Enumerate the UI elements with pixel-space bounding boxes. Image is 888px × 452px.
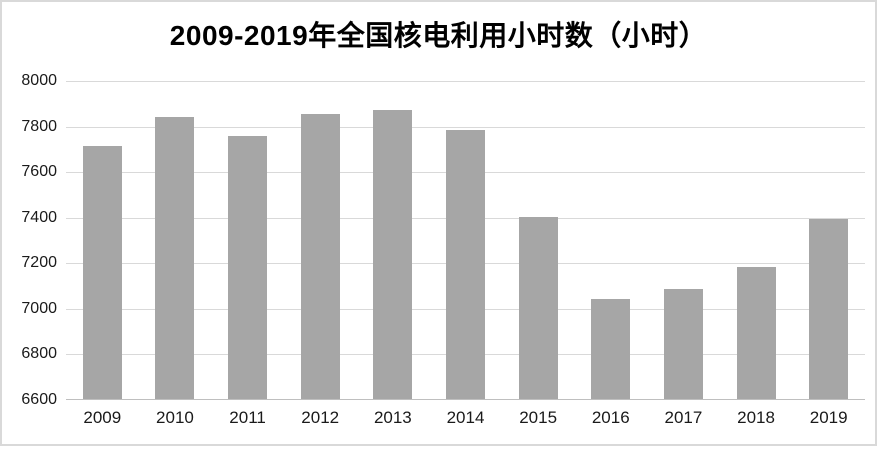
bar-2017 <box>663 288 703 399</box>
gridline <box>66 81 865 82</box>
bar-2019 <box>809 219 849 399</box>
y-axis-tick-label: 7800 <box>21 117 57 135</box>
bar-2009 <box>82 145 122 399</box>
y-axis-tick-label: 7600 <box>21 163 57 181</box>
bar-2018 <box>736 266 776 399</box>
bar-2011 <box>228 135 268 399</box>
bar-2010 <box>155 117 195 399</box>
y-axis-tick-label: 6600 <box>21 391 57 408</box>
y-axis: 8000 7800 7600 7400 7200 7000 6800 6600 <box>0 0 57 452</box>
x-axis-tick-label: 2017 <box>664 408 703 427</box>
x-axis-tick-label: 2009 <box>83 408 122 427</box>
chart-title: 2009-2019年全国核电利用小时数（小时） <box>169 20 708 51</box>
x-axis-tick-label: 2013 <box>373 408 412 427</box>
bar-2016 <box>591 299 631 399</box>
bar-2013 <box>373 109 413 399</box>
y-axis-tick-label: 8000 <box>21 72 57 89</box>
y-axis-tick-label: 7200 <box>21 254 57 272</box>
y-axis-tick-label: 7000 <box>21 299 57 317</box>
x-axis-tick-label: 2010 <box>156 408 194 427</box>
x-axis-tick-label: 2016 <box>591 408 630 427</box>
bar-2015 <box>518 217 558 399</box>
x-axis-tick-label: 2015 <box>519 408 558 427</box>
y-axis-tick-label: 7400 <box>21 208 57 226</box>
gridline <box>66 126 865 128</box>
y-axis-tick-label: 6800 <box>21 345 57 363</box>
x-axis-tick-label: 2012 <box>301 408 340 427</box>
x-axis-line <box>66 399 865 400</box>
x-axis-tick-label: 2018 <box>737 408 775 427</box>
x-axis-tick-label: 2014 <box>446 408 485 427</box>
bar-2014 <box>446 129 485 399</box>
bar-2012 <box>300 114 340 399</box>
x-axis: 2009 2010 2011 2012 2013 2014 2015 2016 2017 2018… <box>66 408 865 434</box>
chart-frame <box>0 0 877 446</box>
x-axis-tick-label: 2011 <box>229 408 266 427</box>
x-axis-tick-label: 2019 <box>809 408 848 427</box>
plot-area <box>66 81 865 400</box>
